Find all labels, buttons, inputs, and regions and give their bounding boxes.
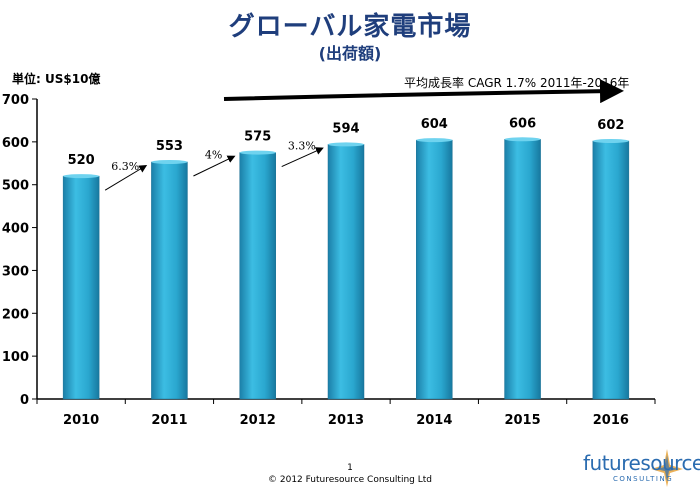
growth-label: 3.3% bbox=[288, 140, 316, 153]
data-label: 594 bbox=[332, 121, 359, 136]
footer: 1 © 2012 Futuresource Consulting Ltd bbox=[0, 462, 700, 486]
x-tick-label: 2016 bbox=[593, 413, 629, 428]
chart-title: グローバル家電市場 bbox=[228, 12, 472, 42]
data-label: 606 bbox=[509, 116, 536, 131]
bar-top bbox=[592, 139, 629, 143]
data-label: 520 bbox=[68, 153, 95, 168]
x-tick-label: 2011 bbox=[151, 413, 187, 428]
copyright-text: © 2012 Futuresource Consulting Ltd bbox=[268, 475, 432, 485]
data-label: 604 bbox=[421, 117, 448, 132]
x-tick-label: 2010 bbox=[63, 413, 99, 428]
chart-subtitle: (出荷額) bbox=[318, 44, 382, 63]
cagr-label: 平均成長率 CAGR 1.7% 2011年-2016年 bbox=[404, 76, 630, 90]
y-tick-label: 200 bbox=[2, 307, 29, 322]
bar bbox=[327, 144, 365, 400]
logo-name: futuresource bbox=[583, 451, 700, 475]
x-tick-label: 2012 bbox=[240, 413, 276, 428]
x-tick-label: 2014 bbox=[416, 413, 452, 428]
y-tick-label: 500 bbox=[2, 179, 29, 194]
bar-top bbox=[239, 150, 276, 155]
growth-arrow bbox=[193, 155, 236, 177]
bar bbox=[416, 139, 453, 400]
y-tick-label: 300 bbox=[2, 264, 29, 279]
cagr-arrow bbox=[223, 79, 624, 104]
growth-arrow bbox=[104, 164, 148, 191]
bar-top bbox=[328, 142, 364, 147]
bar bbox=[239, 152, 276, 400]
futuresource-logo: futuresource CONSULTING bbox=[583, 447, 700, 487]
x-tick-label: 2013 bbox=[328, 413, 364, 428]
growth-label: 6.3% bbox=[111, 160, 139, 173]
bar-top bbox=[504, 137, 541, 142]
y-tick-label: 400 bbox=[2, 222, 29, 237]
bar-top bbox=[416, 138, 453, 143]
page-number: 1 bbox=[347, 463, 353, 473]
unit-label: 単位: US$10億 bbox=[12, 72, 101, 86]
data-label: 602 bbox=[597, 118, 624, 133]
logo-tagline: CONSULTING bbox=[613, 475, 674, 483]
bar bbox=[62, 175, 100, 400]
data-label: 575 bbox=[244, 130, 271, 145]
bar bbox=[504, 139, 541, 400]
bar-top bbox=[63, 174, 100, 179]
x-tick-label: 2015 bbox=[504, 413, 540, 428]
y-tick-label: 700 bbox=[2, 93, 29, 108]
y-tick-label: 100 bbox=[2, 350, 29, 365]
growth-label: 4% bbox=[205, 148, 222, 161]
data-label: 553 bbox=[156, 139, 183, 154]
logo-star-icon bbox=[651, 449, 683, 487]
y-tick-label: 600 bbox=[2, 136, 29, 151]
y-tick-label: 0 bbox=[20, 393, 29, 408]
bar bbox=[592, 140, 630, 400]
bar bbox=[151, 161, 188, 400]
bar-top bbox=[151, 160, 188, 164]
growth-arrow bbox=[281, 147, 324, 168]
